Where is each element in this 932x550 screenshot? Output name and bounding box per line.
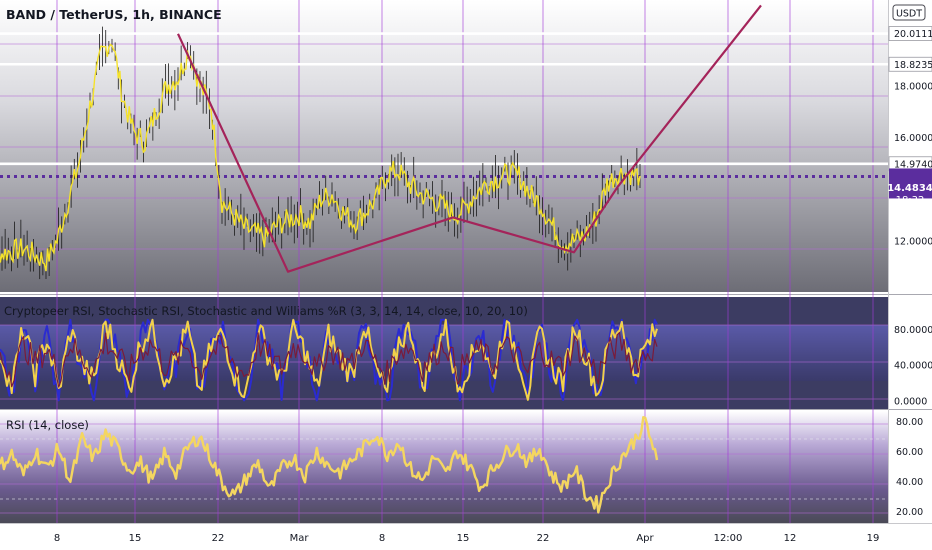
level-badge-label: 14.9740 bbox=[894, 159, 932, 170]
rsi-tick-label: 80.00 bbox=[896, 417, 923, 428]
level-badge bbox=[888, 56, 932, 72]
oscillator-lines bbox=[0, 318, 658, 402]
price-tick-label: 18.0000 bbox=[894, 82, 932, 93]
oscillator-axis[interactable]: 80.0000 40.0000 0.0000 bbox=[894, 325, 932, 408]
level-badge-label: 18.8235 bbox=[894, 60, 932, 71]
price-series-line bbox=[0, 43, 641, 272]
price-tick-label: 12.0000 bbox=[894, 237, 932, 248]
time-tick-label: 19 bbox=[867, 533, 880, 544]
price-tick-label: 16.0000 bbox=[894, 133, 932, 144]
oscillator-tick-label: 40.0000 bbox=[894, 361, 932, 372]
rsi-band-lines bbox=[0, 438, 888, 500]
time-tick-label: 12:00 bbox=[714, 533, 743, 544]
time-tick-label: Mar bbox=[290, 533, 310, 544]
time-tick-label: 15 bbox=[129, 533, 142, 544]
rsi-tick-label: 40.00 bbox=[896, 477, 923, 488]
rsi-tick-label: 60.00 bbox=[896, 447, 923, 458]
time-tick-label: 8 bbox=[54, 533, 60, 544]
oscillator-legend[interactable]: Cryptopeer RSI, Stochastic RSI, Stochast… bbox=[4, 304, 528, 318]
countdown-label: 18:32 bbox=[896, 195, 925, 206]
time-tick-label: 12 bbox=[784, 533, 797, 544]
time-tick-label: Apr bbox=[636, 533, 654, 544]
time-tick-label: 22 bbox=[212, 533, 225, 544]
pattern-trend-line[interactable] bbox=[177, 4, 762, 273]
symbol-title[interactable]: BAND / TetherUS, 1h, BINANCE bbox=[6, 7, 222, 22]
rsi-series-line bbox=[0, 416, 659, 514]
price-axis-bg bbox=[888, 0, 932, 523]
oscillator-stochastic-k-line bbox=[0, 318, 658, 402]
time-tick-label: 15 bbox=[457, 533, 470, 544]
oscillator-stochastic-d-line bbox=[0, 318, 658, 401]
last-price-badge: 14.4834 18:32 bbox=[887, 168, 932, 206]
oscillator-tick-label: 80.0000 bbox=[894, 325, 932, 336]
oscillator-tick-label: 0.0000 bbox=[894, 396, 927, 407]
price-axis[interactable]: 18.0000 16.0000 12.0000 bbox=[894, 82, 932, 248]
time-axis-bg bbox=[0, 523, 932, 550]
time-axis[interactable]: 8 15 22 Mar 8 15 22 Apr 12:00 12 19 bbox=[54, 533, 880, 544]
horizontal-grid bbox=[0, 43, 888, 514]
vertical-grid bbox=[56, 0, 874, 523]
time-tick-label: 8 bbox=[379, 533, 385, 544]
level-badges: 20.0111 18.8235 14.9740 bbox=[888, 26, 932, 172]
rsi-legend[interactable]: RSI (14, close) bbox=[6, 418, 89, 432]
time-tick-label: 22 bbox=[537, 533, 550, 544]
rsi-axis[interactable]: 80.00 60.00 40.00 20.00 bbox=[896, 417, 923, 518]
rsi-tick-label: 20.00 bbox=[896, 507, 923, 518]
oscillator-williams-line bbox=[0, 332, 658, 388]
level-badge bbox=[888, 26, 932, 41]
level-badge-label: 20.0111 bbox=[894, 29, 932, 40]
last-price-label: 14.4834 bbox=[887, 183, 932, 194]
price-pane-bg bbox=[0, 0, 888, 292]
currency-button-label[interactable]: USDT bbox=[896, 9, 922, 20]
currency-button[interactable]: USDT bbox=[892, 4, 926, 21]
